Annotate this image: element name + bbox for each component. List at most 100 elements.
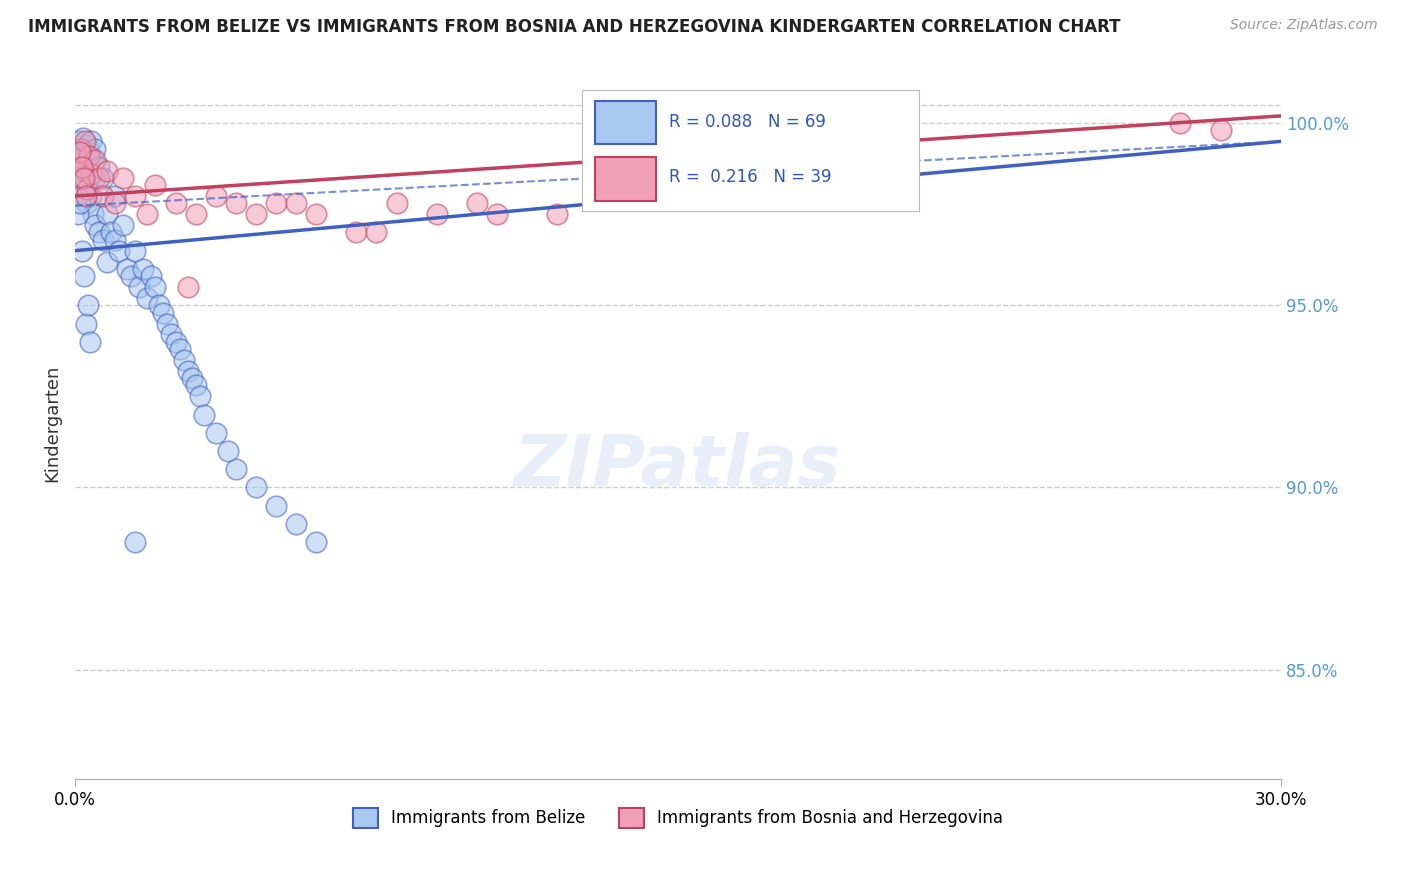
Point [77,145,100,160]
Point [141,269,163,284]
Point [136,291,159,305]
Point [204,425,226,440]
Point [156,317,179,331]
Point [173,353,195,368]
Point [73,134,96,148]
Point [104,233,127,247]
Point [344,226,367,240]
Text: ZIPatlas: ZIPatlas [515,432,842,500]
Point [285,196,308,211]
Point [76,298,98,312]
Point [305,535,328,549]
Point [77,149,100,163]
Point [89,170,111,185]
Point [67,160,90,174]
Point [112,170,135,185]
Point [72,160,94,174]
Point [89,226,111,240]
Point [176,280,198,294]
Point [108,244,131,258]
Point [91,233,114,247]
Point [104,189,127,203]
Point [204,189,226,203]
Point [66,189,89,203]
Point [180,371,202,385]
Y-axis label: Kindergarten: Kindergarten [44,365,60,483]
Point [128,280,150,294]
Point [76,138,98,153]
Point [100,226,122,240]
Point [264,499,287,513]
Point [91,189,114,203]
Point [76,196,98,211]
Point [91,170,114,185]
Point [225,462,247,476]
Point [89,160,111,174]
Point [96,207,118,221]
Point [184,378,207,392]
Point [82,153,104,167]
Point [69,145,91,160]
Point [188,389,211,403]
Point [72,142,94,156]
Point [165,196,187,211]
Point [70,142,93,156]
Point [193,408,215,422]
Point [84,153,107,167]
Point [120,269,142,284]
Point [1209,123,1232,137]
Point [245,207,267,221]
Point [82,207,104,221]
Point [117,261,139,276]
Legend: Immigrants from Belize, Immigrants from Bosnia and Herzegovina: Immigrants from Belize, Immigrants from … [346,801,1010,835]
Point [385,196,408,211]
Point [80,189,103,203]
Point [465,196,488,211]
Point [79,334,101,349]
Point [76,167,98,181]
Point [165,334,187,349]
Point [152,305,174,319]
Point [67,207,90,221]
Point [124,189,146,203]
Point [184,207,207,221]
Point [84,142,107,156]
Point [70,153,93,167]
Point [96,163,118,178]
Text: Source: ZipAtlas.com: Source: ZipAtlas.com [1230,18,1378,32]
Point [305,207,328,221]
Point [73,269,96,284]
Point [76,182,98,196]
Point [80,134,103,148]
Point [176,364,198,378]
Point [366,226,388,240]
Point [486,207,509,221]
Point [67,170,90,185]
Point [77,178,100,193]
Point [75,189,97,203]
Point [70,170,93,185]
Point [124,244,146,258]
Point [264,196,287,211]
Point [136,207,159,221]
Point [70,244,93,258]
Point [145,178,167,193]
Point [73,170,96,185]
Point [160,327,183,342]
Point [84,170,107,185]
Point [67,134,90,148]
Point [66,145,89,160]
Point [1170,116,1192,130]
Point [145,280,167,294]
Point [217,444,239,458]
Point [546,207,568,221]
Text: IMMIGRANTS FROM BELIZE VS IMMIGRANTS FROM BOSNIA AND HERZEGOVINA KINDERGARTEN CO: IMMIGRANTS FROM BELIZE VS IMMIGRANTS FRO… [28,18,1121,36]
Point [80,167,103,181]
Point [96,254,118,268]
Point [70,160,93,174]
Point [69,196,91,211]
Point [225,196,247,211]
Point [84,218,107,232]
Point [112,218,135,232]
Point [66,153,89,167]
